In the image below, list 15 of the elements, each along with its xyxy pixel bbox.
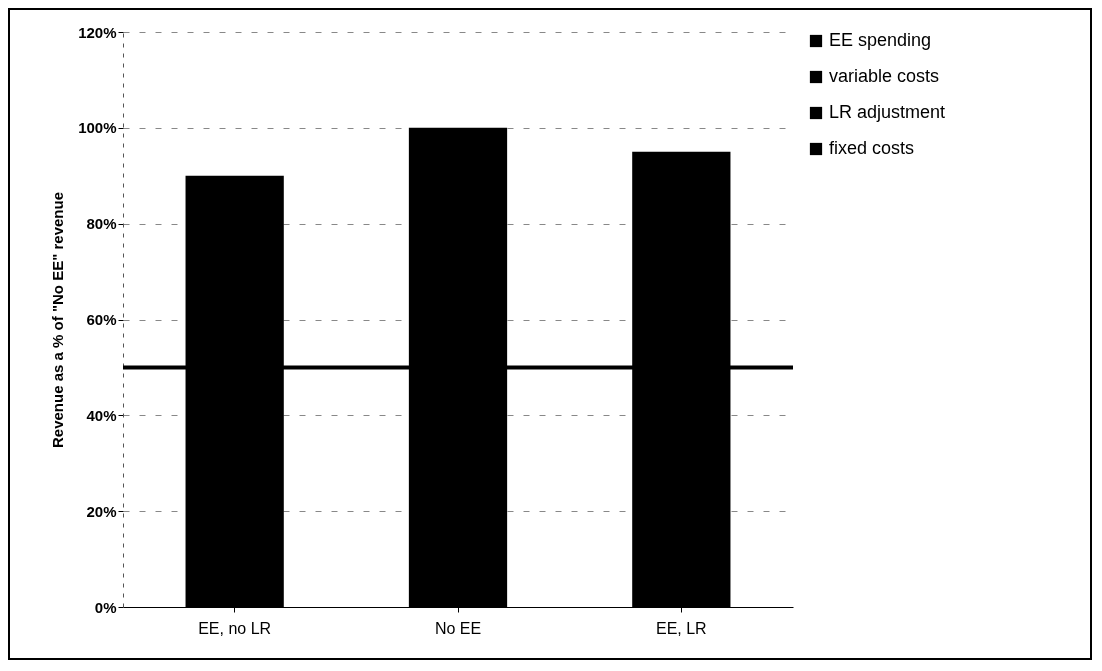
- y-axis-title: Revenue as a % of "No EE" revenue: [49, 192, 67, 448]
- x-tick-label: EE, no LR: [198, 619, 272, 637]
- y-tick-label: 20%: [86, 502, 117, 520]
- y-tick-label: 0%: [94, 598, 117, 616]
- x-tick-label: No EE: [434, 619, 482, 637]
- legend-label: fixed costs: [829, 138, 915, 158]
- legend-label: LR adjustment: [829, 102, 946, 122]
- y-tick-label: 40%: [86, 406, 117, 424]
- x-tick-label: EE, LR: [655, 619, 707, 637]
- legend-label: EE spending: [829, 30, 932, 50]
- y-tick-label: 120%: [78, 23, 117, 41]
- y-tick-label: 100%: [78, 119, 117, 137]
- y-tick-label: 80%: [86, 215, 117, 233]
- legend-label: variable costs: [829, 66, 940, 86]
- y-tick-label: 60%: [86, 311, 117, 328]
